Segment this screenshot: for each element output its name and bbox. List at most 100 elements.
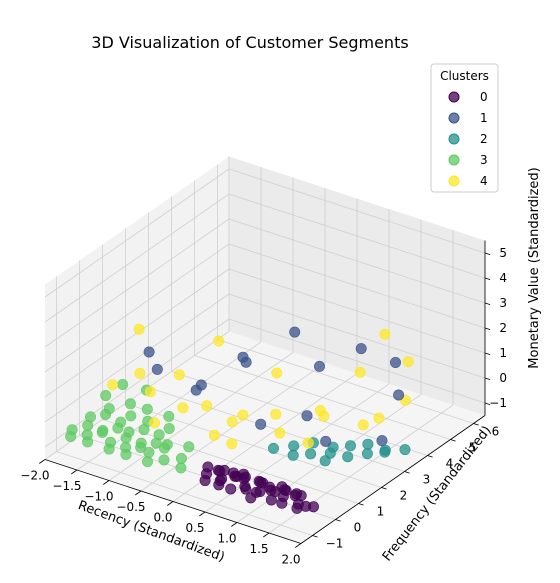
point-cluster-0: [291, 502, 303, 514]
point-cluster-3: [158, 454, 170, 466]
x-tick-label: −2.0: [20, 469, 49, 483]
point-cluster-4: [379, 328, 391, 340]
y-tick-mark: [473, 423, 479, 426]
legend-marker: [448, 154, 460, 166]
point-cluster-2: [287, 449, 299, 461]
point-cluster-4: [237, 409, 249, 421]
grid-line-z: [44, 243, 230, 373]
point-cluster-3: [141, 403, 153, 415]
z-tick-mark: [484, 302, 491, 306]
z-tick-mark: [484, 252, 491, 256]
point-cluster-4: [270, 408, 282, 420]
point-cluster-2: [361, 448, 373, 460]
point-cluster-0: [245, 492, 257, 504]
z-tick-label: 5: [499, 246, 507, 260]
grid-line-y: [217, 339, 474, 424]
point-cluster-1: [255, 418, 267, 430]
legend-box: [430, 63, 499, 193]
x-tick-label: 1.0: [217, 532, 236, 546]
point-cluster-4: [271, 367, 283, 379]
point-cluster-4: [144, 386, 156, 398]
scatter-points: [65, 323, 414, 514]
point-cluster-2: [288, 440, 300, 452]
z-tick-label: 3: [499, 296, 507, 310]
x-tick-label: −0.5: [116, 500, 145, 514]
point-cluster-3: [159, 442, 171, 454]
z-tick-label: 4: [499, 271, 507, 285]
y-tick-mark: [312, 535, 318, 538]
point-cluster-2: [344, 440, 356, 452]
point-cluster-2: [305, 448, 317, 460]
z-tick-label: 0: [499, 371, 507, 385]
legend-label: 3: [480, 153, 488, 167]
point-cluster-1: [389, 356, 401, 368]
y-tick-label: 2: [400, 489, 408, 503]
point-cluster-1: [240, 356, 252, 368]
z-tick-label: −1: [489, 396, 507, 410]
point-cluster-1: [376, 435, 388, 447]
point-cluster-3: [120, 448, 132, 460]
z-tick-label: 1: [499, 346, 507, 360]
z-tick-mark: [484, 352, 491, 356]
z-tick-mark: [484, 327, 491, 331]
point-cluster-0: [264, 481, 276, 493]
legend-label: 0: [480, 90, 488, 104]
point-cluster-3: [103, 443, 115, 455]
point-cluster-0: [225, 483, 237, 495]
y-tick-mark: [358, 503, 364, 506]
legend-label: 1: [480, 111, 488, 125]
grid-line-z: [44, 218, 230, 348]
grid-line-z: [228, 268, 486, 354]
point-cluster-4: [302, 437, 314, 449]
point-cluster-4: [318, 410, 330, 422]
grid-line-y: [194, 355, 451, 440]
point-cluster-3: [183, 441, 195, 453]
grid-line-z: [44, 193, 230, 323]
point-cluster-0: [240, 483, 252, 495]
point-cluster-1: [355, 343, 367, 355]
y-tick-label: 4: [446, 457, 454, 471]
legend-label: 4: [480, 174, 488, 188]
point-cluster-0: [276, 497, 288, 509]
point-cluster-2: [399, 444, 411, 456]
point-cluster-3: [82, 419, 94, 431]
point-cluster-4: [357, 419, 369, 431]
point-cluster-3: [82, 436, 94, 448]
point-cluster-3: [65, 430, 77, 442]
point-cluster-4: [134, 367, 146, 379]
point-cluster-2: [319, 455, 331, 467]
x-tick-label: 1.5: [249, 542, 268, 556]
z-tick-mark: [484, 402, 491, 406]
point-cluster-1: [301, 410, 313, 422]
y-tick-mark: [335, 519, 341, 522]
point-cluster-3: [138, 424, 150, 436]
point-cluster-4: [149, 417, 161, 429]
point-cluster-3: [125, 410, 137, 422]
point-cluster-4: [354, 366, 366, 378]
grid-line-z: [228, 293, 486, 379]
y-tick-mark: [427, 455, 433, 458]
y-tick-label: 1: [377, 505, 385, 519]
point-cluster-0: [228, 467, 240, 479]
x-tick-mark: [135, 490, 142, 496]
point-cluster-2: [324, 447, 336, 459]
point-cluster-4: [107, 379, 119, 391]
point-cluster-1: [190, 384, 202, 396]
y-tick-label: −1: [326, 537, 344, 551]
point-cluster-2: [362, 438, 374, 450]
grid-line-z: [228, 168, 486, 254]
grid-line-z: [228, 218, 486, 304]
x-tick-mark: [103, 480, 110, 485]
legend-title: Clusters: [440, 69, 489, 83]
y-tick-mark: [381, 487, 387, 490]
point-cluster-3: [112, 422, 124, 434]
x-tick-label: −1.0: [84, 490, 113, 504]
point-cluster-4: [177, 402, 189, 414]
point-cluster-4: [373, 412, 385, 424]
point-cluster-1: [393, 389, 405, 401]
point-cluster-3: [120, 432, 132, 444]
point-cluster-3: [163, 410, 175, 422]
point-cluster-0: [289, 490, 301, 502]
point-cluster-4: [208, 429, 220, 441]
